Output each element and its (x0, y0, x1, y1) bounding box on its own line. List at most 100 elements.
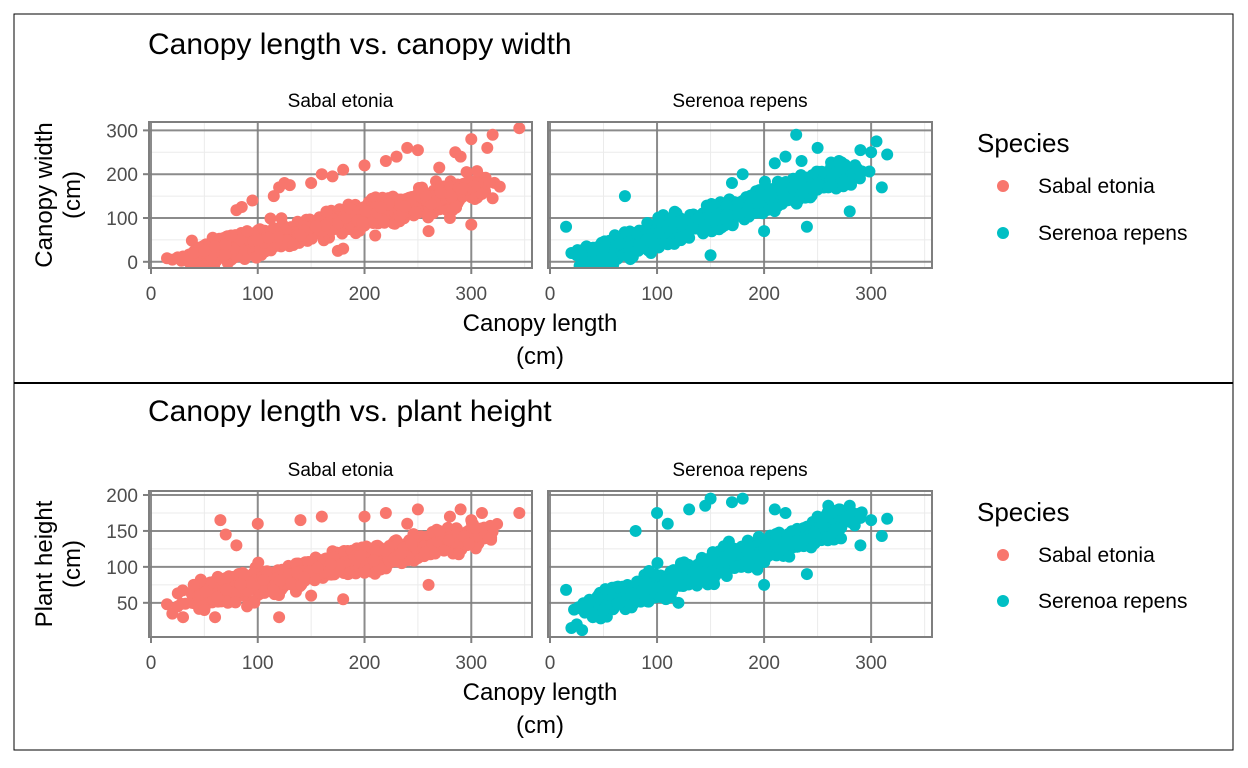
data-point (661, 517, 674, 530)
data-point (481, 141, 494, 154)
data-point (219, 238, 232, 251)
data-point (354, 549, 367, 562)
data-point (324, 558, 337, 571)
data-point (513, 122, 526, 135)
data-point (359, 204, 372, 217)
data-point (625, 587, 638, 600)
data-point (302, 556, 315, 569)
x-tick-label: 0 (146, 653, 157, 674)
data-point (715, 556, 728, 569)
data-point (811, 510, 824, 523)
data-point (334, 558, 347, 571)
data-point (305, 176, 318, 189)
data-point (865, 514, 878, 527)
data-point (870, 135, 883, 148)
data-point (720, 208, 733, 221)
x-axis-label-line-1: Canopy length (463, 310, 618, 337)
data-point (486, 521, 499, 534)
x-axis-label-line-2: (cm) (516, 343, 564, 370)
data-point (493, 180, 506, 193)
data-point (267, 583, 280, 596)
data-point (649, 568, 662, 581)
data-point (865, 146, 878, 159)
data-point (220, 583, 233, 596)
data-point (241, 225, 254, 238)
data-point (271, 231, 284, 244)
data-point (640, 233, 653, 246)
data-point (425, 198, 438, 211)
data-point (827, 525, 840, 538)
x-tick-label: 100 (242, 284, 274, 305)
data-point (779, 506, 792, 519)
data-point (475, 187, 488, 200)
data-point (264, 212, 277, 225)
y-axis-label-line-1: Canopy width (31, 122, 58, 267)
facet-strip-label: Serenoa repens (672, 91, 807, 112)
data-point (443, 510, 456, 523)
data-point (622, 251, 635, 264)
x-tick-label: 0 (545, 284, 556, 305)
legend-entry-label: Sabal etonia (1038, 544, 1155, 567)
data-point (369, 544, 382, 557)
data-point (736, 492, 749, 505)
point-layer (161, 503, 526, 624)
data-point (804, 191, 817, 204)
facet-strip-label: Sabal etonia (288, 91, 394, 112)
point-layer (560, 128, 894, 268)
data-point (758, 578, 771, 591)
data-point (602, 252, 615, 265)
x-tick-label: 300 (855, 284, 887, 305)
data-point (209, 240, 222, 253)
data-point (674, 231, 687, 244)
data-point (379, 155, 392, 168)
data-point (833, 503, 846, 516)
data-point (779, 150, 792, 163)
data-point (465, 218, 478, 231)
y-tick-label: 200 (106, 165, 138, 186)
data-point (395, 547, 408, 560)
data-point (219, 528, 232, 541)
data-point (285, 577, 298, 590)
data-point (751, 549, 764, 562)
y-tick-label: 150 (106, 522, 138, 543)
legend-entry-label: Serenoa repens (1038, 222, 1187, 245)
panel-border (547, 490, 933, 638)
data-point (209, 611, 222, 624)
data-point (287, 239, 300, 252)
data-point (273, 611, 286, 624)
data-point (822, 499, 835, 512)
data-point (618, 190, 631, 203)
x-tick-label: 200 (349, 653, 381, 674)
data-point (454, 150, 467, 163)
data-point (294, 229, 307, 242)
data-point (730, 199, 743, 212)
data-point (725, 496, 738, 509)
data-point (664, 573, 677, 586)
data-point (881, 512, 894, 525)
data-point (462, 537, 475, 550)
data-point (704, 553, 717, 566)
legend-key-serenoa (997, 595, 1009, 607)
data-point (837, 174, 850, 187)
data-point (641, 595, 654, 608)
data-point (337, 593, 350, 606)
data-point (442, 534, 455, 547)
data-point (219, 248, 232, 261)
data-point (405, 537, 418, 550)
chart-title: Canopy length vs. canopy width (148, 28, 572, 61)
panel-border (148, 121, 533, 269)
data-point (454, 503, 467, 516)
legend: Species Sabal etonia Serenoa repens (977, 128, 1187, 245)
data-point (613, 237, 626, 250)
data-point (465, 514, 478, 527)
data-point (761, 189, 774, 202)
data-point (475, 506, 488, 519)
data-point (835, 532, 848, 545)
data-point (294, 514, 307, 527)
data-point (854, 144, 867, 157)
data-point (811, 141, 824, 154)
x-tick-label: 300 (455, 284, 487, 305)
x-tick-label: 100 (242, 653, 274, 674)
data-point (703, 202, 716, 215)
data-point (597, 604, 610, 616)
